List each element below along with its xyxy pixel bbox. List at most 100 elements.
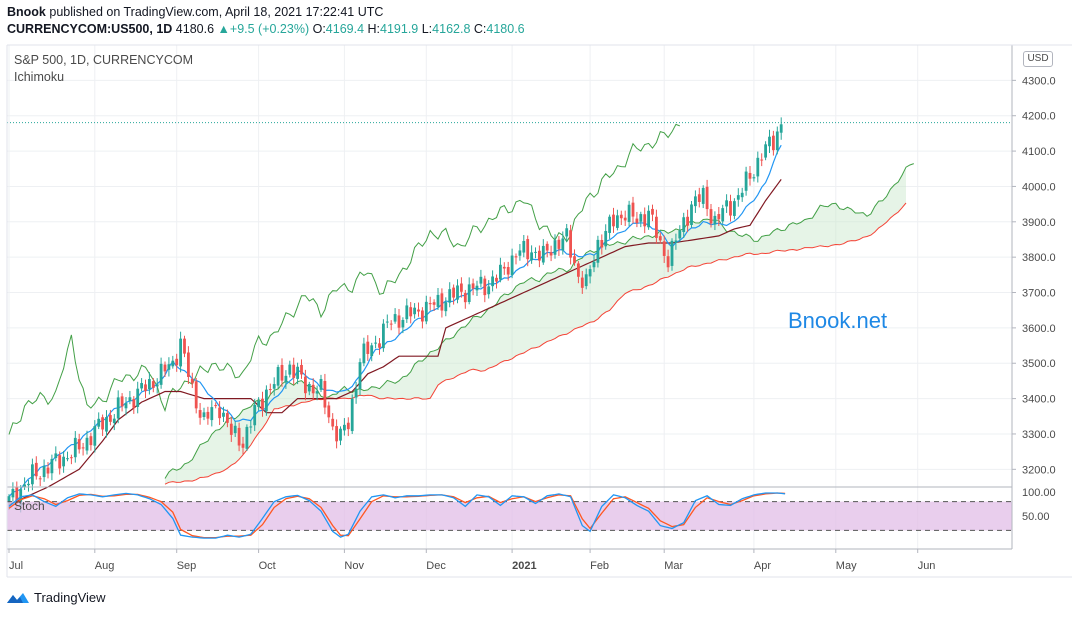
indicator-label[interactable]: Ichimoku: [14, 70, 65, 84]
candle-body: [202, 412, 206, 418]
y-tick-label: 3800.0: [1022, 252, 1056, 264]
candle-body: [198, 410, 202, 418]
y-tick-label: 4300.0: [1022, 75, 1056, 87]
leading-span-b: [164, 202, 907, 485]
candle-body: [580, 277, 584, 288]
candle-body: [631, 202, 635, 217]
candle-body: [268, 389, 272, 391]
candle-body: [456, 285, 459, 300]
candle-body: [378, 343, 381, 348]
candle-body: [226, 413, 229, 423]
candle-body: [343, 424, 346, 431]
candle-body: [561, 238, 565, 251]
candle-body: [261, 398, 264, 410]
candle-body: [7, 496, 11, 503]
candle-body: [405, 305, 409, 320]
candle-body: [335, 426, 338, 442]
candle-body: [655, 216, 658, 238]
x-tick-label: Jun: [918, 560, 936, 572]
candle-body: [50, 458, 54, 474]
candle-body: [686, 216, 689, 226]
candle-body: [179, 338, 182, 367]
candle-body: [608, 216, 611, 233]
x-tick-label: Apr: [754, 560, 771, 572]
candle-body: [417, 309, 420, 312]
candle-body: [190, 378, 194, 384]
candle-body: [768, 136, 771, 147]
candle-body: [584, 274, 588, 287]
candle-body: [42, 466, 46, 478]
candle-body: [241, 443, 245, 448]
candle-body: [233, 425, 237, 434]
y-tick-label: 4100.0: [1022, 146, 1056, 158]
author-name[interactable]: Bnook: [7, 5, 46, 19]
candle-body: [452, 287, 455, 298]
candle-body: [105, 417, 108, 432]
candle-body: [448, 289, 452, 303]
candle-body: [495, 277, 498, 282]
candle-body: [760, 159, 764, 161]
candle-body: [124, 403, 128, 409]
candle-body: [132, 399, 136, 408]
currency-button[interactable]: USD: [1023, 51, 1053, 67]
stochastic-pane: [7, 492, 1012, 539]
x-tick-label: May: [836, 560, 857, 572]
candle-body: [128, 397, 132, 401]
candle-body: [545, 243, 549, 251]
candle-body: [374, 342, 377, 344]
candle-body: [346, 422, 350, 430]
candle-body: [385, 321, 389, 323]
candle-body: [721, 208, 725, 222]
candle-body: [573, 256, 576, 264]
x-tick-label: Dec: [426, 560, 446, 572]
candle-body: [112, 418, 116, 424]
candle-body: [596, 239, 600, 263]
candle-body: [397, 315, 401, 328]
candle-body: [577, 263, 580, 277]
candle-body: [619, 214, 623, 219]
candle-body: [690, 204, 693, 225]
y-tick-label: 3500.0: [1022, 358, 1056, 370]
candle-body: [682, 217, 686, 232]
candle-body: [214, 405, 218, 407]
candle-body: [772, 135, 775, 151]
candle-body: [292, 364, 296, 378]
x-tick-label: Oct: [259, 560, 276, 572]
candle-body: [389, 323, 393, 325]
open-label: O:: [312, 22, 326, 36]
candle-body: [639, 214, 643, 222]
candle-body: [460, 283, 463, 292]
candle-body: [265, 389, 268, 412]
candle-body: [467, 284, 471, 302]
candle-body: [327, 405, 331, 418]
candle-body: [31, 464, 34, 485]
y-tick-label: 3400.0: [1022, 394, 1056, 406]
stoch-label[interactable]: Stoch: [14, 499, 45, 513]
candle-body: [538, 250, 541, 261]
candle-body: [175, 358, 179, 366]
tradingview-footer[interactable]: TradingView: [6, 590, 106, 605]
candle-body: [11, 488, 15, 498]
candle-body: [315, 391, 319, 394]
candle-body: [678, 230, 682, 239]
candle-body: [304, 376, 307, 394]
candle-body: [717, 214, 721, 220]
candle-body: [697, 194, 701, 202]
candle-body: [46, 467, 50, 474]
leading-span-a: [164, 163, 914, 479]
low-value: 4162.8: [432, 22, 471, 36]
candle-body: [319, 378, 323, 390]
candle-body: [432, 302, 436, 305]
candle-body: [616, 215, 619, 228]
open-value: 4169.4: [325, 22, 365, 36]
candle-body: [725, 200, 728, 207]
y-tick-label: 3700.0: [1022, 288, 1056, 300]
candle-body: [436, 294, 440, 307]
candle-body: [623, 217, 627, 221]
close-value: 4180.6: [486, 22, 525, 36]
candle-body: [491, 276, 494, 287]
candle-body: [744, 171, 748, 191]
x-tick-label: Jul: [9, 560, 23, 572]
candle-body: [413, 307, 416, 315]
